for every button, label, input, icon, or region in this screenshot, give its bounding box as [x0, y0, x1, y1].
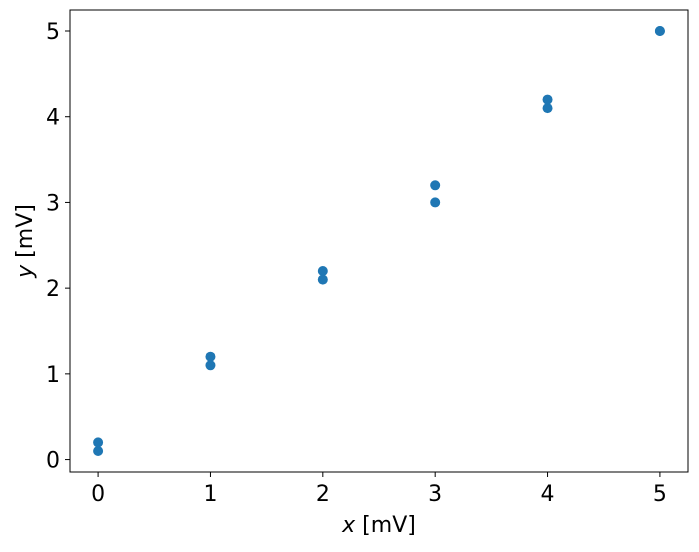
data-point [317, 266, 328, 276]
data-point [654, 26, 665, 36]
x-tick-label: 1 [203, 482, 217, 507]
y-tick-label: 5 [46, 20, 60, 45]
plot-area [69, 9, 689, 473]
y-axis-label-unit: [mV] [13, 204, 38, 265]
x-tick-label: 3 [428, 482, 442, 507]
x-tick-label: 2 [316, 482, 330, 507]
x-axis-label-unit: [mV] [355, 513, 416, 538]
y-tick-label: 4 [46, 106, 60, 131]
y-tick-label: 2 [46, 277, 60, 302]
y-tick-label: 1 [46, 363, 60, 388]
x-tick-label: 5 [653, 482, 667, 507]
data-point [93, 437, 104, 448]
x-tick-label: 0 [91, 482, 105, 507]
y-axis-ticks: 0 1 2 3 4 5 [46, 20, 70, 474]
y-tick-label: 3 [46, 191, 60, 216]
data-point [430, 197, 441, 208]
data-point [542, 94, 553, 105]
data-point [205, 360, 216, 371]
data-point [430, 180, 441, 191]
data-point [205, 351, 216, 362]
y-axis-label: y [mV] [13, 204, 38, 279]
y-tick-label: 0 [46, 449, 60, 474]
x-axis-label-var: x [341, 513, 356, 538]
y-axis-label-var: y [13, 264, 38, 279]
data-points [93, 26, 665, 456]
data-point [93, 446, 104, 456]
x-axis-label: x [mV] [341, 513, 416, 538]
data-point [542, 103, 553, 114]
x-axis-ticks: 0 1 2 3 4 5 [91, 472, 667, 507]
data-point [317, 274, 328, 285]
x-tick-label: 4 [541, 482, 555, 507]
